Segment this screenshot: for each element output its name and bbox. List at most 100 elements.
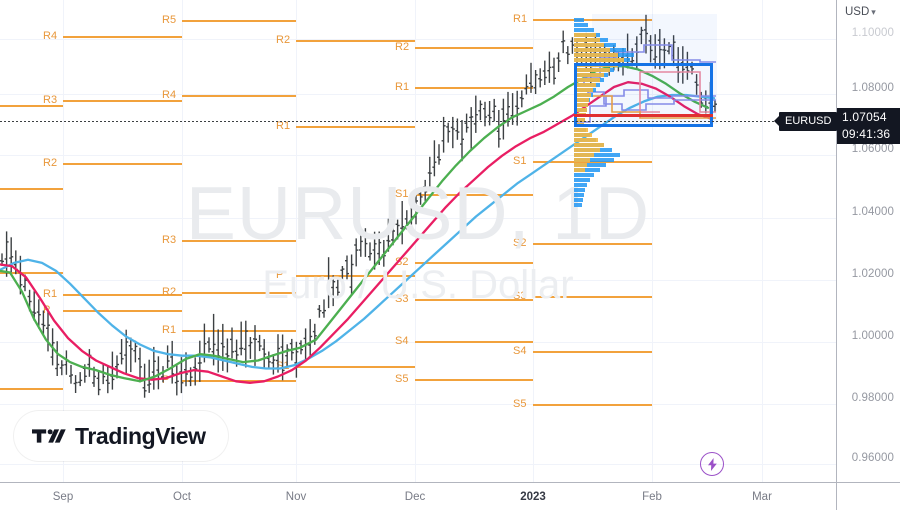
volume-profile-bar [574,173,594,177]
volume-profile-bar-secondary [574,88,593,92]
pivot-level-line [533,351,652,353]
currency-selector[interactable]: USD ▾ [845,6,876,19]
pivot-level-label: S1 [513,155,527,167]
pivot-level-label: S1 [395,188,409,200]
price-tick-label: 1.08000 [851,82,894,94]
pivot-level-label: R1 [276,120,291,132]
time-tick-label: Nov [285,491,307,503]
volume-profile-bar-secondary [574,103,588,107]
volume-profile-bar-secondary [574,68,610,72]
pivot-level-label: R2 [43,157,58,169]
price-series-layer [0,14,717,398]
current-price-time: 09:41:36 [842,127,891,141]
pivot-level-label: R4 [162,89,177,101]
price-tick-label: 1.06000 [851,143,894,155]
current-price-value: 1.07054 [842,110,887,124]
volume-profile-bar [574,18,584,22]
volume-profile-bar-secondary [574,53,618,57]
pivot-level-line [63,36,182,38]
volume-profile-bar-secondary [574,98,589,102]
volume-profile-bar-secondary [574,78,600,82]
time-tick-label: 2023 [520,491,546,503]
volume-profile-bar-secondary [574,158,590,162]
volume-profile-bar-secondary [574,128,588,132]
volume-profile-bar [574,203,582,207]
pivot-level-line [533,161,652,163]
time-tick-label: Dec [404,491,426,503]
pivot-level-label: S2 [395,256,409,268]
pivot-level-line [182,95,296,97]
volume-profile-bar [574,28,594,32]
volume-profile-bar [574,23,588,27]
gridline-vertical [296,0,297,482]
price-tick-label: 1.00000 [851,330,894,342]
pivot-level-line [533,404,652,406]
chevron-down-icon: ▾ [871,7,876,17]
volume-profile-bar-secondary [574,143,604,147]
volume-profile-bar [574,168,600,172]
last-price-dotted-line [0,121,836,122]
orange-band-step-line [592,95,716,119]
volume-profile-bar [574,193,584,197]
volume-profile-bar [574,158,614,162]
lightning-bolt-icon[interactable] [700,452,724,476]
pivot-level-label: R1 [162,324,177,336]
pivot-level-label: R1 [395,81,410,93]
pivot-level-line [296,40,415,42]
moving-average-mid-line [0,81,714,384]
pivot-level-line [182,20,296,22]
volume-profile-bar-secondary [574,168,585,172]
pivot-level-label: S3 [513,290,527,302]
volume-profile-bar [574,153,620,157]
moving-average-slow-line [0,93,716,370]
volume-profile-bar-secondary [574,148,600,152]
time-tick-label: Mar [752,491,772,503]
tradingview-logo-icon [32,429,66,443]
price-tick-label: 1.02000 [851,268,894,280]
pivot-level-line [182,330,296,332]
tradingview-logo-text: TradingView [75,422,206,449]
volume-profile-bar-secondary [574,58,624,62]
pivot-level-line [533,19,652,21]
volume-value-area-rectangle [574,62,713,127]
volume-profile-bar-secondary [574,133,592,137]
chart-plot-area[interactable]: EURUSD, 1D Euro / U.S. Dollar R4R3R2R1PS… [0,0,836,482]
axis-corner-separator [836,482,837,510]
pivot-level-line [415,379,533,381]
pivot-level-label: R2 [395,41,410,53]
time-axis[interactable]: Sep Oct Nov Dec 2023 Feb Mar [0,482,900,510]
pivot-level-label: P [276,269,284,281]
pivot-level-line [296,275,415,277]
tradingview-logo[interactable]: TradingView [14,411,228,461]
pivot-level-label: S3 [395,293,409,305]
pivot-level-label: R4 [43,30,58,42]
price-tick-label: 1.10000 [851,27,894,39]
time-tick-label: Feb [642,491,662,503]
pivot-level-label: R2 [276,34,291,46]
gridline-vertical [533,0,534,482]
volume-profile-bar-secondary [574,138,598,142]
pivot-level-line [533,243,652,245]
point-of-control-line [574,113,713,117]
volume-profile-bar-secondary [574,153,594,157]
price-axis[interactable]: USD ▾ 1.10000 1.08000 1.06000 1.04000 1.02000… [836,0,900,482]
gridline-horizontal [0,464,836,465]
volume-profile-bar-secondary [574,118,585,122]
current-price-tag: 1.07054 09:41:36 [837,108,900,144]
volume-profile-bar-secondary [574,108,587,112]
volume-profile-bar-secondary [574,38,600,42]
pivot-level-label: R3 [162,234,177,246]
pivot-level-line [63,294,182,296]
volume-profile-bar [574,183,587,187]
pivot-level-label: P [162,374,170,386]
lower-band-step-line [574,91,716,111]
volume-profile-bar-secondary [574,48,610,52]
gridline-vertical [63,0,64,482]
volume-profile-bar-secondary [574,83,596,87]
gridline-horizontal [0,280,836,281]
gridline-horizontal [0,155,836,156]
pivot-level-label: R2 [162,286,177,298]
pivot-level-line [0,105,63,107]
price-tick-label: 1.04000 [851,206,894,218]
pivot-level-line [63,100,182,102]
